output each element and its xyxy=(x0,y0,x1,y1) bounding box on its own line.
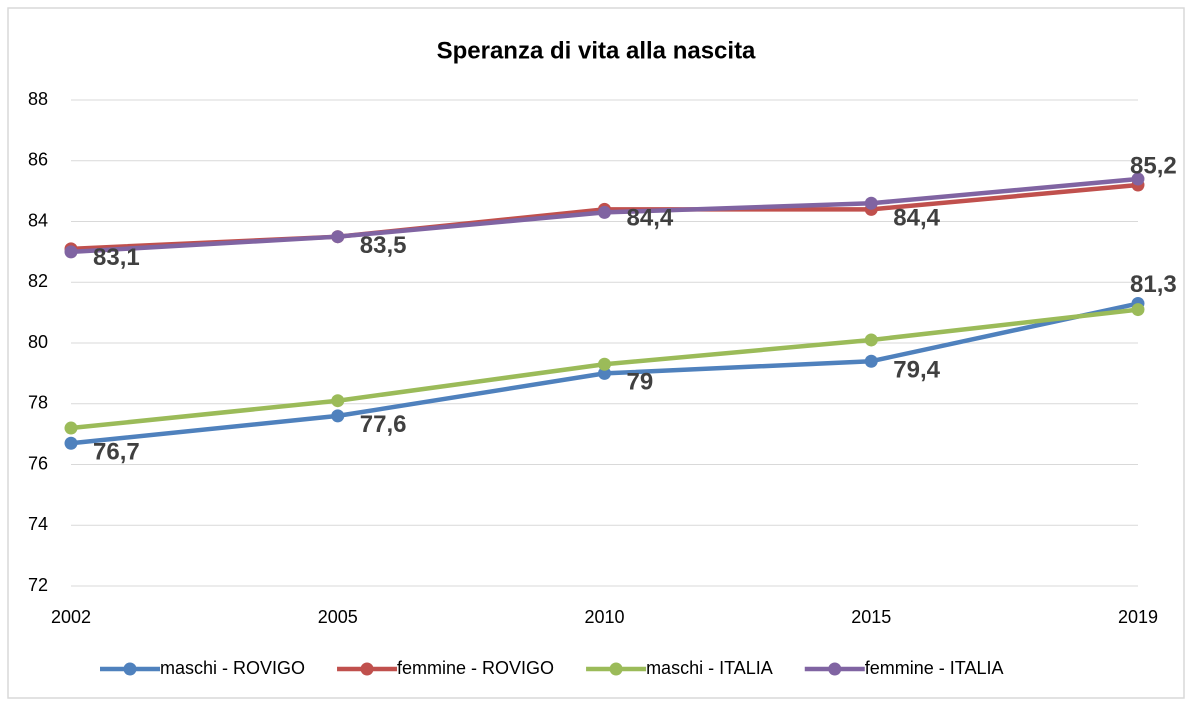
y-tick-label: 76 xyxy=(28,453,48,473)
y-tick-label: 86 xyxy=(28,150,48,170)
point xyxy=(331,409,345,423)
legend-label: femmine - ITALIA xyxy=(865,658,1004,678)
legend-marker xyxy=(828,662,842,676)
y-tick-label: 84 xyxy=(28,210,48,230)
legend-label: maschi - ROVIGO xyxy=(160,658,305,678)
data-label: 84,4 xyxy=(627,205,674,232)
x-tick-label: 2005 xyxy=(318,607,358,627)
point xyxy=(864,196,878,210)
data-label: 85,2 xyxy=(1130,152,1177,179)
y-tick-label: 78 xyxy=(28,393,48,413)
point xyxy=(64,245,78,259)
data-label: 84,4 xyxy=(893,205,940,232)
point xyxy=(1131,303,1145,317)
point xyxy=(331,394,345,408)
point xyxy=(331,230,345,244)
data-label: 79 xyxy=(627,369,654,396)
x-tick-label: 2019 xyxy=(1118,607,1158,627)
legend-marker xyxy=(609,662,623,676)
point xyxy=(864,333,878,347)
data-label: 81,3 xyxy=(1130,271,1177,298)
legend-label: femmine - ROVIGO xyxy=(397,658,554,678)
y-tick-label: 82 xyxy=(28,271,48,291)
data-label: 83,5 xyxy=(360,232,407,259)
x-tick-label: 2015 xyxy=(851,607,891,627)
y-tick-label: 74 xyxy=(28,514,48,534)
point xyxy=(598,205,611,219)
legend-marker xyxy=(360,662,374,676)
point xyxy=(598,357,611,371)
x-tick-label: 2002 xyxy=(51,607,91,627)
point xyxy=(64,436,78,450)
y-tick-label: 72 xyxy=(28,575,48,595)
data-label: 79,4 xyxy=(893,357,940,384)
y-tick-label: 80 xyxy=(28,332,48,352)
point xyxy=(598,366,611,380)
chart-title: Speranza di vita alla nascita xyxy=(437,37,756,64)
data-label: 83,1 xyxy=(93,244,140,271)
point xyxy=(1131,172,1145,186)
legend-label: maschi - ITALIA xyxy=(646,658,773,678)
legend-marker xyxy=(123,662,137,676)
data-label: 76,7 xyxy=(93,439,140,466)
x-tick-label: 2010 xyxy=(584,607,624,627)
y-tick-label: 88 xyxy=(28,89,48,109)
chart-frame xyxy=(7,7,1185,699)
point xyxy=(864,354,878,368)
data-label: 77,6 xyxy=(360,411,407,438)
point xyxy=(64,421,78,435)
